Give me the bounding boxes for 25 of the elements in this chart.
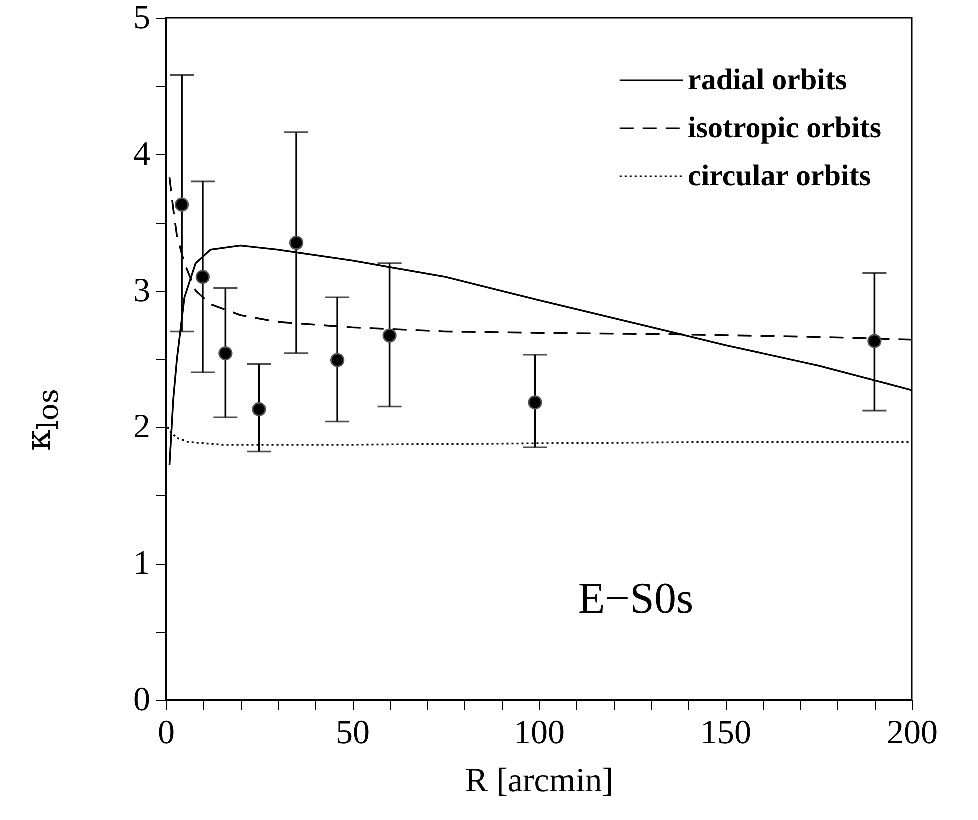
x-axis-title: R [arcmin] — [465, 762, 614, 800]
legend-label: isotropic orbits — [688, 112, 882, 144]
legend-label: radial orbits — [688, 64, 848, 96]
y-tick-label: 2 — [134, 408, 150, 446]
legend-label: circular orbits — [688, 160, 872, 192]
y-tick-label: 3 — [134, 272, 150, 310]
point — [174, 198, 190, 212]
x-tick-label: 100 — [514, 714, 565, 752]
point — [196, 270, 210, 284]
x-tick-label: 0 — [158, 714, 175, 752]
y-tick-label: 1 — [134, 545, 150, 582]
x-tick-label: 200 — [887, 714, 938, 752]
y-tick-label: 5 — [134, 0, 150, 36]
x-tick-label: 150 — [700, 714, 752, 752]
annotation: E−S0s — [578, 574, 694, 623]
point — [218, 346, 233, 361]
point — [382, 328, 397, 343]
y-tick-label: 0 — [134, 682, 150, 718]
point — [868, 334, 882, 348]
point — [330, 353, 345, 368]
x-tick-label: 50 — [336, 714, 370, 752]
y-tick-label: 4 — [134, 136, 150, 173]
point — [528, 396, 542, 410]
point — [252, 402, 266, 417]
point — [289, 236, 304, 250]
